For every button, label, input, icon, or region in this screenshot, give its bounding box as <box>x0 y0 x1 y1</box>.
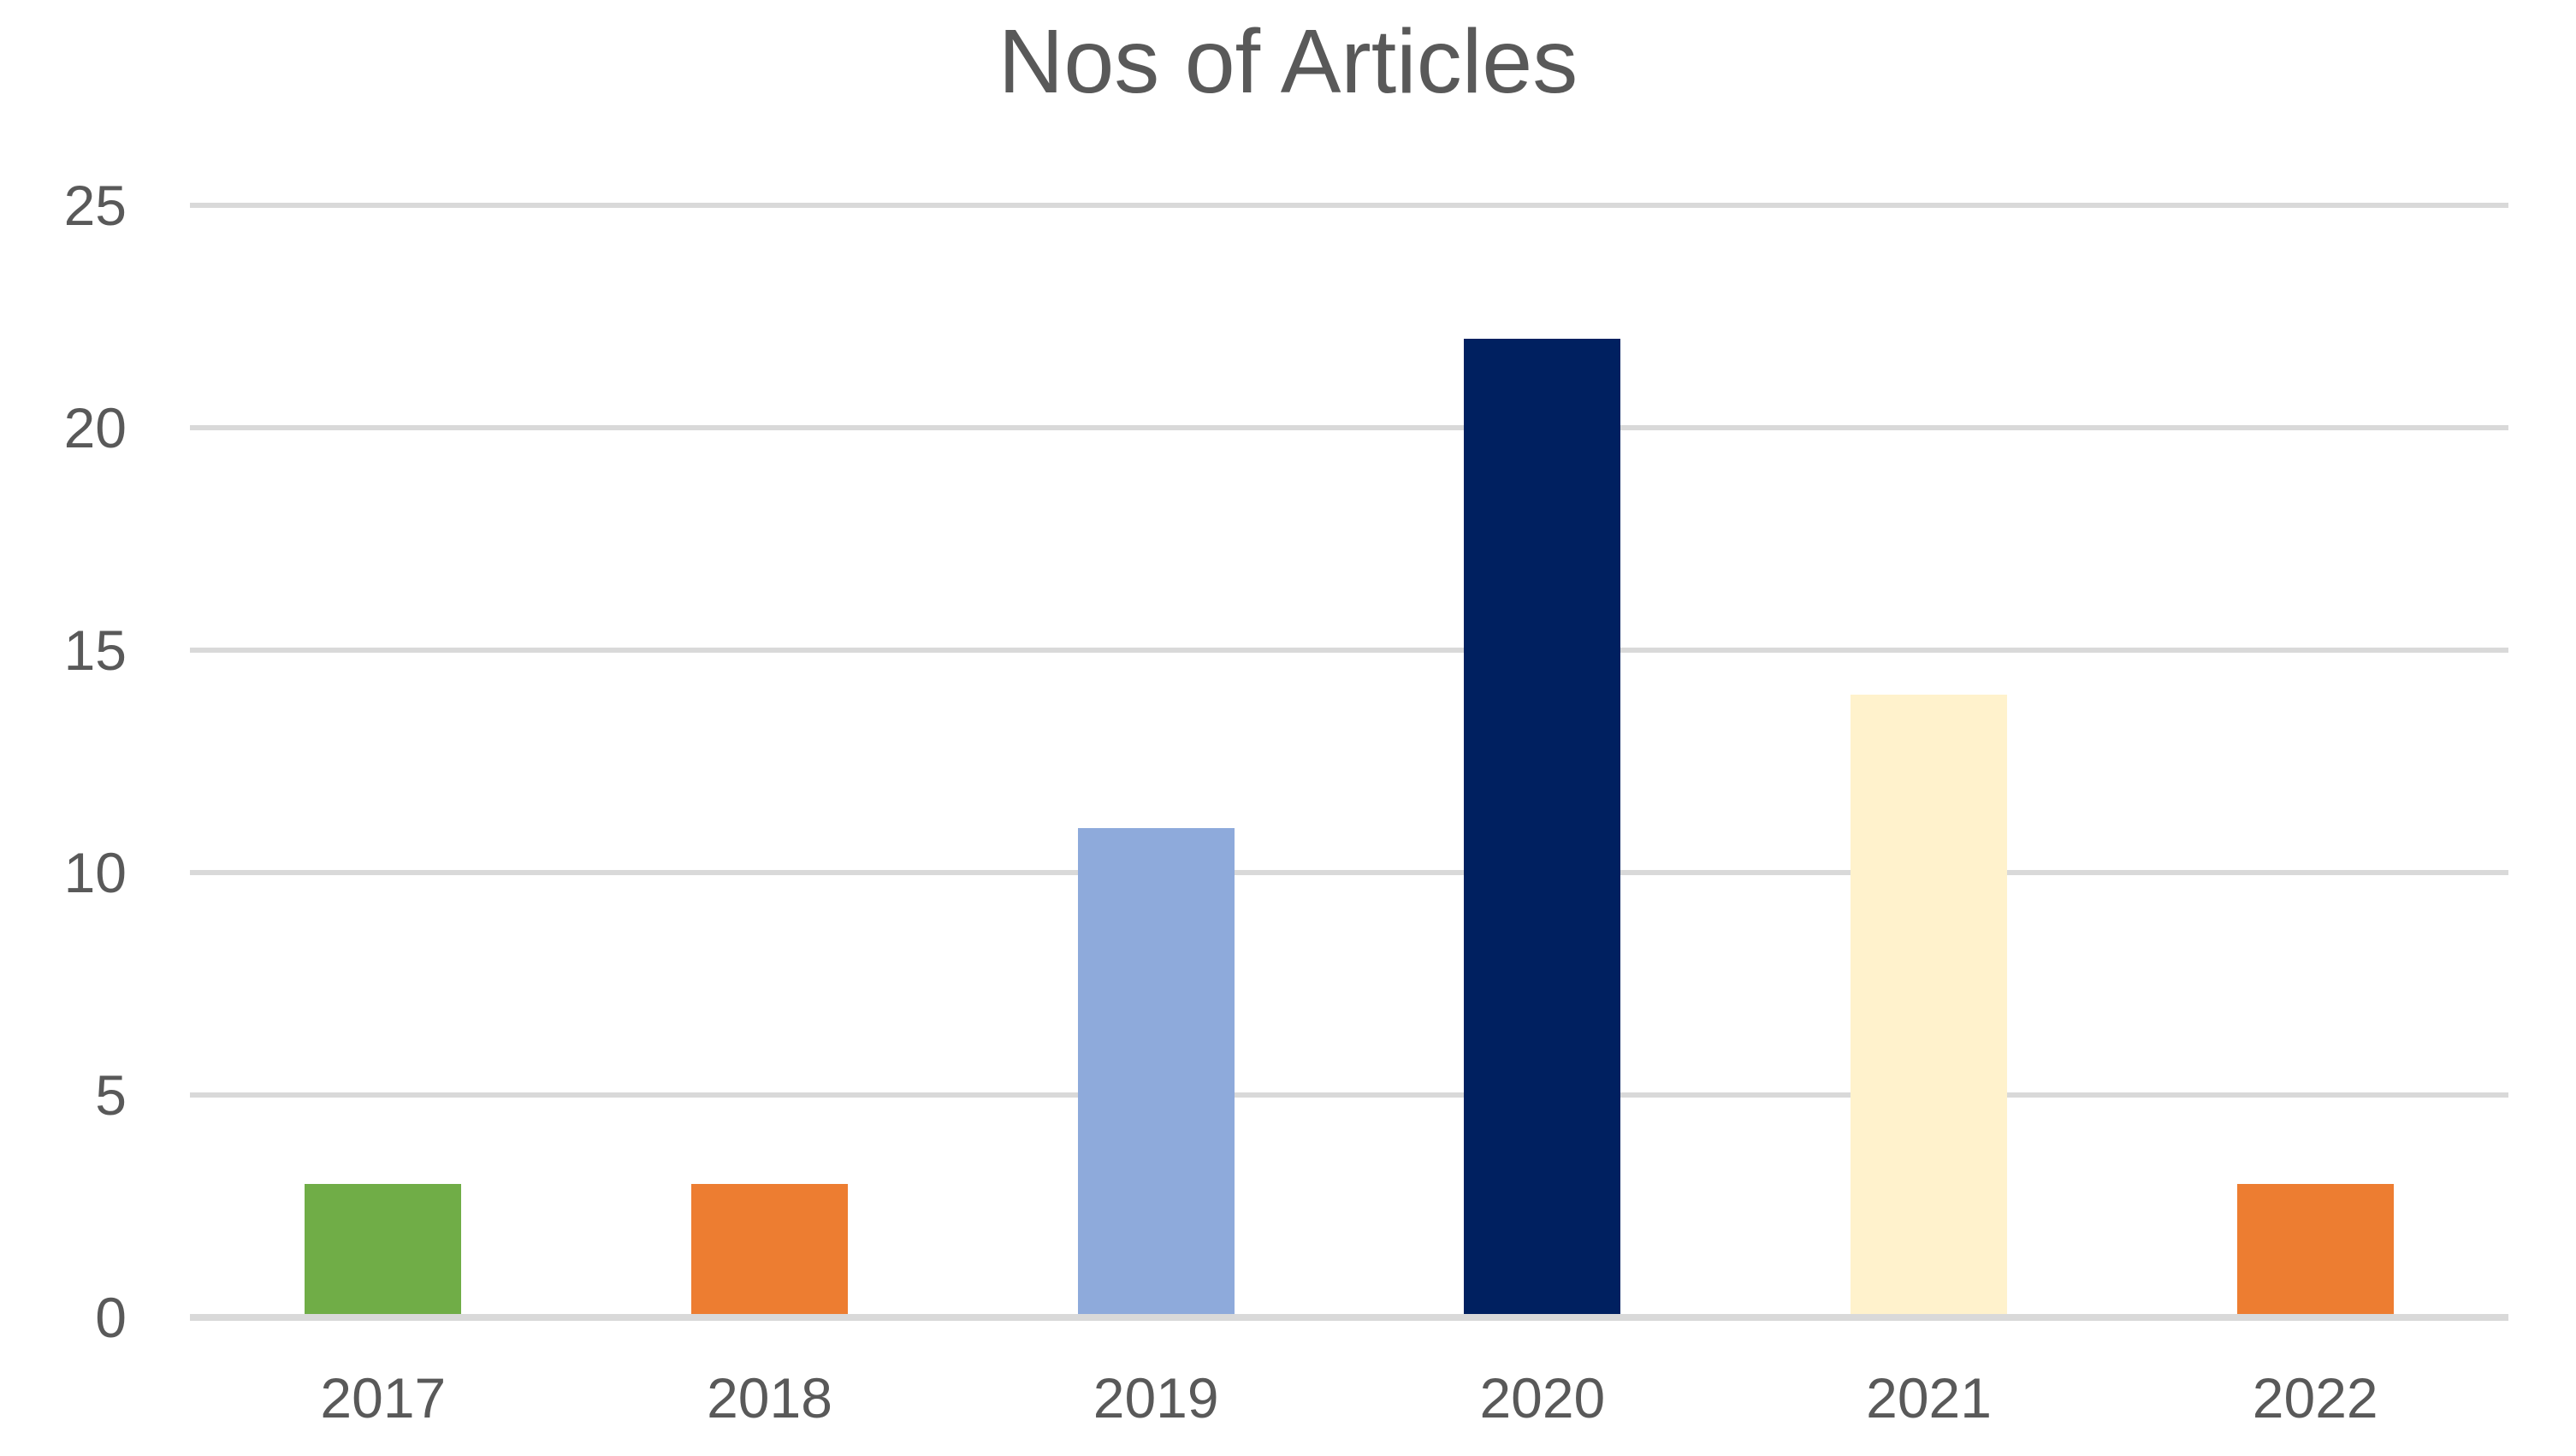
bar-cell-2017 <box>190 205 577 1317</box>
bar-2021 <box>1851 695 2008 1317</box>
bar-cell-2019 <box>962 205 1349 1317</box>
gridline-25 <box>190 203 2508 208</box>
x-tick-label-2017: 2017 <box>320 1366 447 1429</box>
bars-row <box>190 205 2508 1317</box>
gridline-5 <box>190 1092 2508 1098</box>
bar-2017 <box>305 1184 462 1317</box>
x-tick-label-2020: 2020 <box>1479 1366 1606 1429</box>
y-tick-label-15: 15 <box>63 619 127 682</box>
bar-2018 <box>691 1184 848 1317</box>
gridline-15 <box>190 648 2508 653</box>
y-axis: 0 5 10 15 20 25 <box>0 174 127 1349</box>
x-tick-label-2018: 2018 <box>707 1366 832 1429</box>
x-tick-label-2022: 2022 <box>2252 1366 2378 1429</box>
y-tick-label-5: 5 <box>95 1063 127 1127</box>
gridline-20 <box>190 425 2508 430</box>
chart-title: Nos of Articles <box>998 11 1578 112</box>
bar-cell-2021 <box>1736 205 2123 1317</box>
gridline-10 <box>190 870 2508 875</box>
x-axis-line <box>190 1314 2508 1321</box>
y-tick-label-10: 10 <box>63 841 127 904</box>
bar-cell-2022 <box>2122 205 2508 1317</box>
plot-area <box>190 203 2508 1321</box>
bar-2022 <box>2236 1184 2394 1317</box>
bar-cell-2020 <box>1349 205 1736 1317</box>
x-tick-label-2019: 2019 <box>1093 1366 1219 1429</box>
bar-cell-2018 <box>577 205 963 1317</box>
y-tick-label-25: 25 <box>63 174 127 237</box>
x-axis: 2017 2018 2019 2020 2021 2022 <box>190 1365 2508 1430</box>
y-tick-label-0: 0 <box>95 1286 127 1349</box>
bar-2020 <box>1464 339 1621 1317</box>
bar-2019 <box>1077 828 1235 1317</box>
y-tick-label-20: 20 <box>63 396 127 459</box>
x-tick-label-2021: 2021 <box>1866 1366 1992 1429</box>
